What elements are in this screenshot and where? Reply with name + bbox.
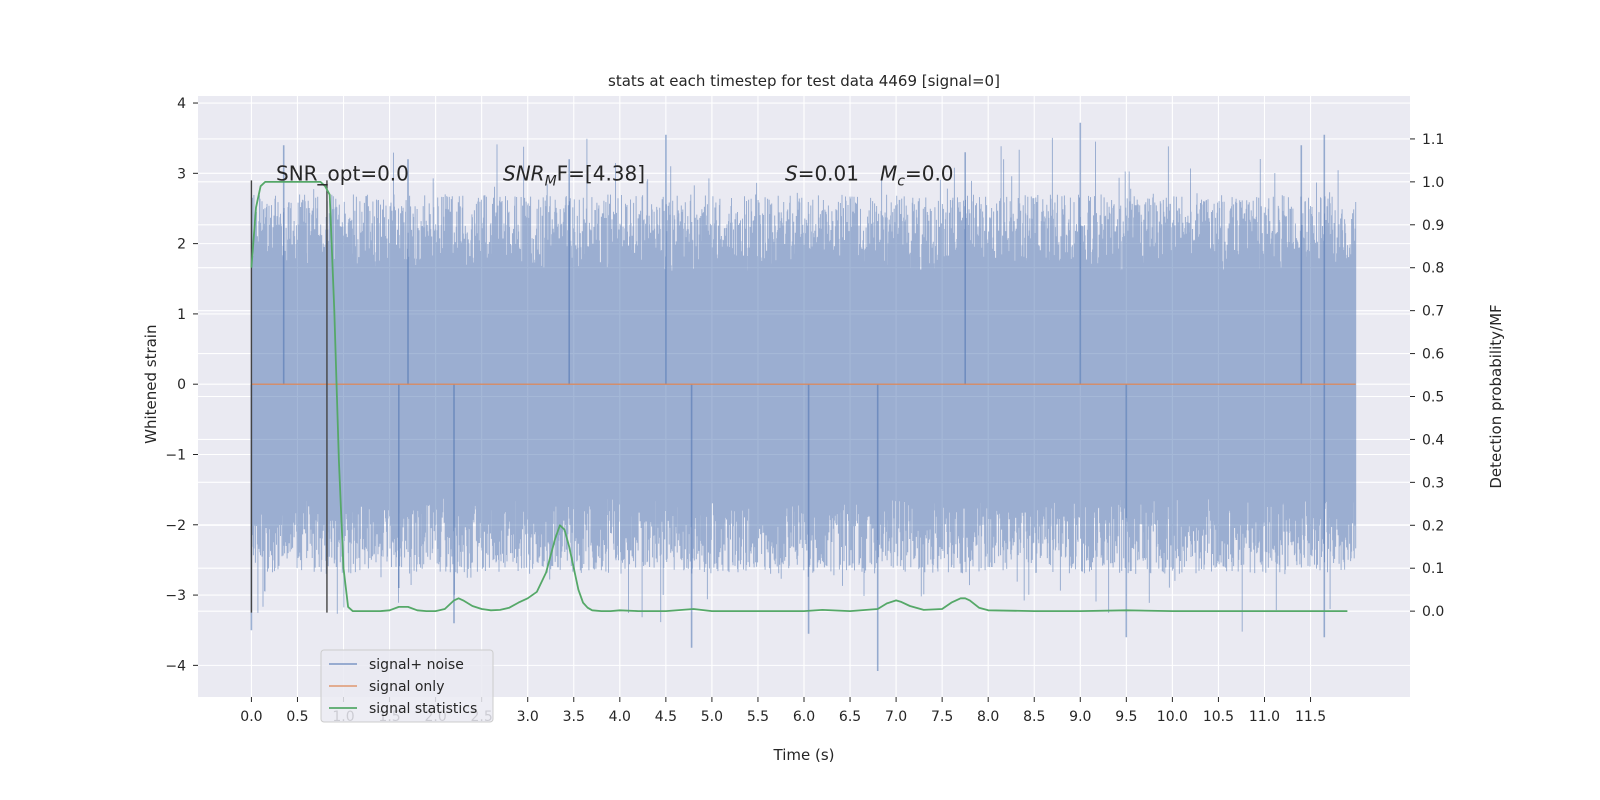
- legend-label: signal+ noise: [369, 657, 464, 673]
- x-tick-label: 11.0: [1249, 709, 1280, 725]
- x-tick-label: 4.5: [655, 709, 677, 725]
- legend: signal+ noise signal only signal statistic…: [320, 649, 494, 723]
- y-axis-label-left: Whitened strain: [142, 325, 160, 444]
- legend-box: [320, 649, 494, 723]
- x-tick-label: 0.0: [240, 709, 262, 725]
- x-tick-label: 8.0: [977, 709, 999, 725]
- annotations: SNR_opt=0.0 SNRMF=[4.38] S=0.01 Mc=0.0: [276, 161, 954, 189]
- x-tick-label: 3.0: [517, 709, 539, 725]
- x-tick-label: 9.5: [1115, 709, 1137, 725]
- y-right-tick-label: 1.1: [1422, 132, 1444, 148]
- x-tick-label: 7.5: [931, 709, 953, 725]
- x-tick-label: 5.0: [701, 709, 723, 725]
- y-right-tick-label: 1.0: [1422, 175, 1444, 191]
- y-left-tick-label: 3: [177, 166, 186, 182]
- y-left-tick-label: −4: [165, 658, 186, 674]
- x-axis-label: Time (s): [773, 746, 835, 764]
- y-right-tick-label: 0.4: [1422, 432, 1444, 448]
- x-tick-label: 5.5: [747, 709, 769, 725]
- annotation-text: S=0.01: [785, 161, 859, 185]
- series-layer: [250, 122, 1357, 671]
- x-tick-label: 3.5: [563, 709, 585, 725]
- y-right-tick-label: 0.5: [1422, 390, 1444, 406]
- y-right-tick-label: 0.9: [1422, 218, 1444, 234]
- axes: 0.00.51.01.52.02.53.03.54.04.55.05.56.06…: [165, 96, 1444, 725]
- y-right-tick-label: 0.6: [1422, 347, 1444, 363]
- x-tick-label: 4.0: [609, 709, 631, 725]
- x-tick-label: 10.5: [1203, 709, 1234, 725]
- y-right-tick-label: 0.2: [1422, 518, 1444, 534]
- annotation-text: SNRMF=[4.38]: [503, 161, 645, 189]
- y-right-tick-label: 0.8: [1422, 261, 1444, 277]
- y-right-tick-label: 0.3: [1422, 475, 1444, 491]
- y-axis-label-right: Detection probability/MF: [1487, 304, 1505, 488]
- annotation-text: SNR_opt=0.0: [276, 161, 409, 185]
- x-tick-label: 10.0: [1157, 709, 1188, 725]
- x-tick-label: 6.0: [793, 709, 815, 725]
- y-right-tick-label: 0.0: [1422, 604, 1444, 620]
- y-left-tick-label: 1: [177, 307, 186, 323]
- x-tick-label: 6.5: [839, 709, 861, 725]
- chart-title: stats at each timestep for test data 446…: [608, 72, 1000, 90]
- x-tick-label: 0.5: [286, 709, 308, 725]
- y-left-tick-label: 0: [177, 377, 186, 393]
- y-left-tick-label: −2: [165, 518, 186, 534]
- x-tick-label: 11.5: [1295, 709, 1326, 725]
- y-left-tick-label: 2: [177, 237, 186, 253]
- annotation-text: Mc=0.0: [880, 161, 954, 189]
- y-left-tick-label: 4: [177, 96, 186, 112]
- y-right-tick-label: 0.7: [1422, 304, 1444, 320]
- series-signal-statistics: [250, 181, 1348, 612]
- x-tick-label: 7.0: [885, 709, 907, 725]
- x-tick-label: 9.0: [1069, 709, 1091, 725]
- legend-label: signal statistics: [369, 701, 477, 717]
- y-right-tick-label: 0.1: [1422, 561, 1444, 577]
- x-tick-label: 8.5: [1023, 709, 1045, 725]
- y-left-tick-label: −3: [165, 588, 186, 604]
- legend-label: signal only: [369, 679, 444, 695]
- y-left-tick-label: −1: [165, 447, 186, 463]
